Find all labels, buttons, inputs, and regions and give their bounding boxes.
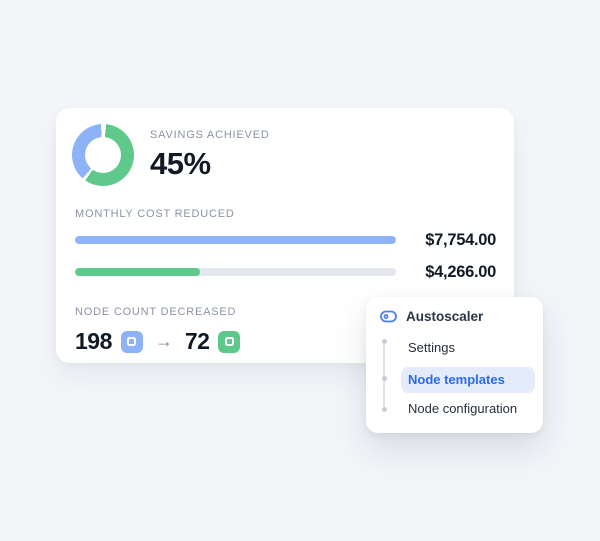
node-count-row: 198 → 72 — [75, 328, 496, 355]
node-icon-green — [218, 330, 241, 353]
savings-value: 45% — [150, 145, 211, 181]
cost-amount-after: $4,266.00 — [425, 262, 496, 281]
node-count-label: NODE COUNT DECREASED — [75, 306, 237, 318]
node-icon-blue — [120, 330, 143, 353]
savings-donut-chart — [72, 124, 134, 186]
node-square-icon — [224, 337, 234, 346]
cost-bar-after-track — [75, 268, 396, 276]
cost-bar-after-fill — [75, 268, 201, 276]
menu-item-node-configuration[interactable]: Node configuration — [408, 401, 518, 416]
node-count-before: 198 — [75, 328, 112, 354]
savings-report-card: SAVINGS ACHIEVED 45% MONTHLY COST REDUCE… — [56, 108, 514, 363]
cost-bar-before-fill — [75, 236, 396, 244]
savings-text-block: SAVINGS ACHIEVED 45% — [150, 129, 270, 182]
menu-item-node-templates[interactable]: Node templates — [401, 367, 535, 393]
menu-dot — [381, 375, 387, 381]
autoscaler-menu-card: Austoscaler Settings Node templates Node… — [366, 297, 543, 433]
savings-label: SAVINGS ACHIEVED — [150, 128, 270, 141]
node-count-after: 72 — [184, 328, 210, 354]
menu-dot — [381, 406, 387, 412]
monthly-cost-label: MONTHLY COST REDUCED — [75, 208, 235, 220]
menu-dot — [381, 338, 387, 344]
menu-item-settings[interactable]: Settings — [408, 340, 455, 355]
cost-bar-before-track — [75, 236, 396, 244]
autoscaler-menu-header[interactable]: Austoscaler — [380, 309, 483, 324]
node-square-icon — [127, 337, 137, 346]
donut-hole — [85, 137, 121, 173]
cost-bar-row-after: $4,266.00 — [75, 260, 496, 284]
cost-bar-row-before: $7,754.00 — [75, 228, 496, 252]
cost-amount-before: $7,754.00 — [425, 230, 496, 249]
savings-summary: SAVINGS ACHIEVED 45% — [72, 124, 496, 186]
toggle-icon — [380, 310, 397, 323]
arrow-right-icon: → — [154, 331, 173, 351]
autoscaler-title: Austoscaler — [406, 309, 484, 324]
menu-connector-line — [383, 341, 385, 409]
